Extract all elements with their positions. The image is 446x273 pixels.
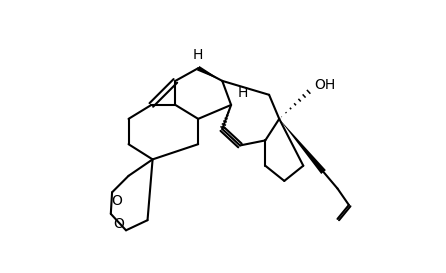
Polygon shape	[197, 66, 222, 81]
Text: H: H	[193, 48, 203, 62]
Text: O: O	[113, 217, 124, 231]
Polygon shape	[279, 119, 326, 174]
Text: O: O	[111, 194, 122, 208]
Text: OH: OH	[315, 78, 336, 93]
Text: H: H	[238, 86, 248, 100]
